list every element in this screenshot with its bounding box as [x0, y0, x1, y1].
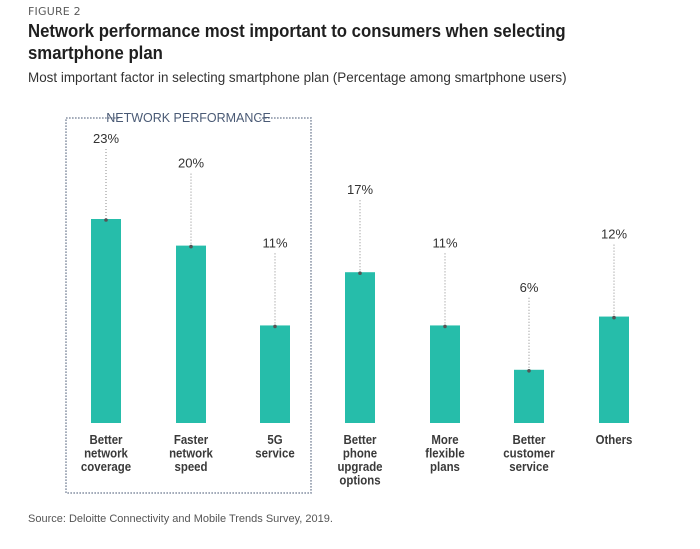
connector-dot-4: [443, 324, 447, 329]
category-label-0-line-0: Better: [89, 432, 122, 447]
category-label-6-line-0: Others: [596, 432, 633, 447]
category-label-4-line-2: plans: [430, 459, 460, 474]
chart-subtitle: Most important factor in selecting smart…: [28, 69, 567, 85]
bar-1: [176, 245, 206, 423]
category-label-1-line-0: Faster: [174, 432, 209, 447]
value-label-0: 23%: [93, 131, 119, 146]
connector-dot-1: [189, 244, 193, 249]
value-label-6: 12%: [601, 227, 627, 242]
bar-2: [260, 325, 290, 423]
category-label-5-line-0: Better: [512, 432, 545, 447]
category-label-1-line-1: network: [169, 446, 213, 461]
bar-3: [345, 272, 375, 423]
value-label-5: 6%: [520, 280, 539, 295]
bar-0: [91, 219, 121, 423]
category-label-3-line-0: Better: [343, 432, 376, 447]
value-label-4: 11%: [432, 235, 457, 250]
figure-label: FIGURE 2: [28, 5, 81, 18]
category-label-0-line-1: network: [84, 446, 128, 461]
category-label-0-line-2: coverage: [81, 459, 131, 474]
category-label-3-line-3: options: [339, 473, 380, 488]
bar-4: [430, 325, 460, 423]
connector-dot-5: [527, 368, 531, 373]
bar-6: [599, 316, 629, 423]
connector-dot-3: [358, 271, 362, 276]
value-label-3: 17%: [347, 182, 373, 197]
value-label-1: 20%: [178, 156, 204, 171]
category-label-3-line-2: upgrade: [337, 459, 382, 474]
connector-dot-2: [273, 324, 277, 329]
category-label-5-line-1: customer: [503, 446, 555, 461]
value-label-2: 11%: [262, 235, 287, 250]
category-label-4-line-0: More: [431, 432, 458, 447]
source-note: Source: Deloitte Connectivity and Mobile…: [28, 513, 333, 525]
category-label-4-line-1: flexible: [425, 446, 465, 461]
bar-5: [514, 369, 544, 423]
category-label-5-line-2: service: [509, 459, 549, 474]
category-label-2-line-0: 5G: [267, 432, 282, 447]
category-label-1-line-2: speed: [174, 459, 207, 474]
group-annotation-box: [65, 117, 312, 494]
chart-title: Network performance most important to co…: [28, 21, 566, 63]
category-label-3-line-1: phone: [343, 446, 377, 461]
connector-dot-6: [612, 315, 616, 320]
category-label-2-line-1: service: [255, 446, 295, 461]
connector-dot-0: [104, 218, 108, 222]
group-annotation-label: NETWORK PERFORMANCE: [106, 111, 271, 125]
